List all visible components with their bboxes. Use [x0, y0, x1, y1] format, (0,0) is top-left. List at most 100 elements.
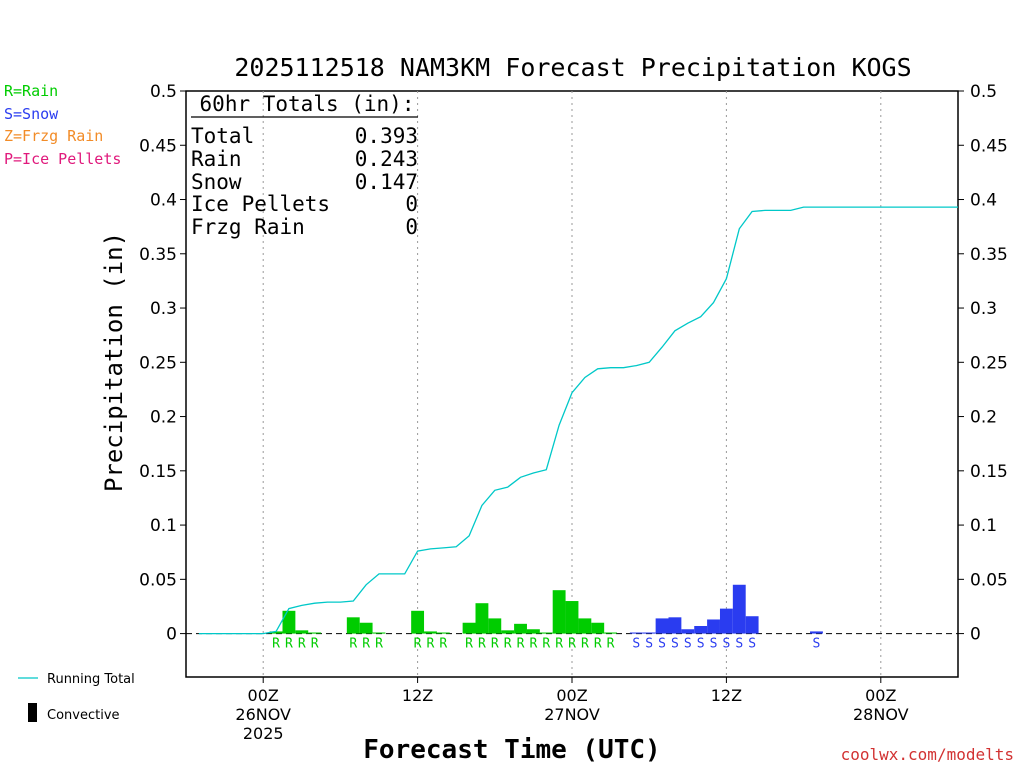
bar-rain-14: [436, 632, 450, 634]
running-total-legend-label: Running Total: [47, 672, 135, 687]
bar-rain-21: [526, 629, 540, 634]
type-letter-rain-12: R: [414, 637, 422, 652]
type-letter-snow-34: S: [697, 637, 705, 652]
y-tick-label-left-0: 0: [166, 625, 177, 645]
type-letter-rain-4: R: [311, 637, 319, 652]
type-letter-rain-20: R: [517, 637, 525, 652]
bar-rain-18: [488, 618, 502, 634]
bar-rain-16: [462, 622, 476, 634]
y-axis-label: Precipitation (in): [100, 232, 128, 492]
type-letter-rain-8: R: [362, 637, 370, 652]
y-tick-label-right-7: 0.35: [970, 245, 1008, 265]
y-axis-ticks: 0 00.05 0.050.1 0.10.15 0.150.2 0.20.25 0.250.…: [139, 82, 1008, 645]
y-tick-label-left-9: 0.45: [139, 136, 177, 156]
type-letter-rain-14: R: [439, 637, 447, 652]
bar-rain-22: [539, 632, 553, 634]
bar-snow-31: [655, 618, 669, 634]
totals-value-ice-pellets: 0: [405, 192, 418, 216]
y-tick-label-right-5: 0.25: [970, 353, 1008, 373]
x-tick-label-0-1: 00Z: [248, 686, 279, 705]
bar-snow-32: [668, 617, 682, 634]
bar-rain-8: [359, 622, 373, 634]
type-letter-snow-36: S: [722, 637, 730, 652]
y-tick-label-left-3: 0.15: [139, 462, 177, 482]
type-letter-rain-27: R: [607, 637, 615, 652]
bar-rain-25: [578, 618, 592, 634]
type-letter-rain-7: R: [349, 637, 357, 652]
bar-rain-2: [282, 610, 296, 634]
type-letter-rain-19: R: [504, 637, 512, 652]
type-letter-snow-32: S: [671, 637, 679, 652]
y-tick-label-right-3: 0.15: [970, 462, 1008, 482]
bar-rain-7: [346, 617, 360, 634]
x-tick-label-4-1: 00Z: [865, 686, 896, 705]
totals-value-total: 0.393: [355, 124, 418, 148]
credit-text: coolwx.com/modelts: [841, 745, 1014, 764]
bar-rain-3: [295, 630, 309, 634]
type-letter-rain-9: R: [375, 637, 383, 652]
bar-rain-27: [604, 632, 618, 634]
bar-snow-36: [719, 608, 733, 634]
totals-label-frzg-rain: Frzg Rain: [191, 215, 305, 239]
type-letter-snow-43: S: [813, 637, 821, 652]
type-letter-rain-21: R: [529, 637, 537, 652]
x-tick-label-3-1: 12Z: [711, 686, 742, 705]
x-tick-label-1-1: 12Z: [402, 686, 433, 705]
x-tick-label-2-1: 00Z: [556, 686, 587, 705]
y-tick-label-left-1: 0.05: [139, 570, 177, 590]
legend-frzg-rain: Z=Frzg Rain: [4, 127, 103, 145]
type-letter-snow-33: S: [684, 637, 692, 652]
type-letter-rain-18: R: [491, 637, 499, 652]
precip-bars: [269, 584, 823, 634]
type-letter-rain-23: R: [555, 637, 563, 652]
running-total-line: [198, 206, 958, 635]
y-tick-label-right-9: 0.45: [970, 136, 1008, 156]
y-tick-label-right-6: 0.3: [970, 299, 997, 319]
bar-rain-24: [565, 601, 579, 634]
bar-rain-13: [424, 631, 437, 634]
type-letter-rain-22: R: [542, 637, 550, 652]
bar-snow-37: [732, 584, 746, 634]
totals-value-rain: 0.243: [355, 147, 418, 171]
x-tick-label-4-2: 28NOV: [853, 705, 909, 724]
bar-snow-30: [642, 632, 656, 634]
type-letter-snow-37: S: [735, 637, 743, 652]
y-tick-label-left-8: 0.4: [150, 191, 177, 211]
bar-rain-20: [514, 623, 527, 634]
bar-rain-4: [308, 632, 322, 634]
type-letter-snow-30: S: [645, 637, 653, 652]
totals-label-snow: Snow: [191, 170, 242, 194]
totals-label-total: Total: [191, 124, 254, 148]
bar-rain-17: [475, 603, 489, 634]
type-letter-snow-29: S: [632, 637, 640, 652]
x-axis-label: Forecast Time (UTC): [363, 735, 660, 765]
type-letter-rain-26: R: [594, 637, 602, 652]
y-tick-label-left-4: 0.2: [150, 408, 177, 428]
type-letter-rain-13: R: [427, 637, 435, 652]
y-tick-label-left-2: 0.1: [150, 516, 177, 536]
legend-ice-pellets: P=Ice Pellets: [4, 150, 121, 168]
y-tick-label-right-1: 0.05: [970, 570, 1008, 590]
bar-snow-33: [681, 629, 695, 634]
line-legend: Running Total Convective: [18, 672, 135, 723]
legend-snow: S=Snow: [4, 105, 59, 123]
y-tick-label-left-10: 0.5: [150, 82, 177, 102]
bar-snow-38: [745, 616, 759, 634]
totals-label-rain: Rain: [191, 147, 242, 171]
type-letter-rain-1: R: [272, 637, 280, 652]
y-tick-label-left-6: 0.3: [150, 299, 177, 319]
bar-rain-12: [411, 610, 425, 634]
totals-value-frzg-rain: 0: [405, 215, 418, 239]
type-letter-rain-3: R: [298, 637, 306, 652]
bar-snow-34: [694, 625, 708, 634]
bar-rain-19: [501, 630, 515, 634]
bar-snow-29: [629, 632, 643, 634]
y-tick-label-right-2: 0.1: [970, 516, 997, 536]
bar-rain-1: [269, 631, 283, 634]
bar-rain-9: [372, 632, 386, 634]
chart-title: 2025112518 NAM3KM Forecast Precipitation…: [234, 53, 911, 82]
vertical-gridlines: [262, 91, 882, 677]
legend-rain: R=Rain: [4, 82, 58, 100]
